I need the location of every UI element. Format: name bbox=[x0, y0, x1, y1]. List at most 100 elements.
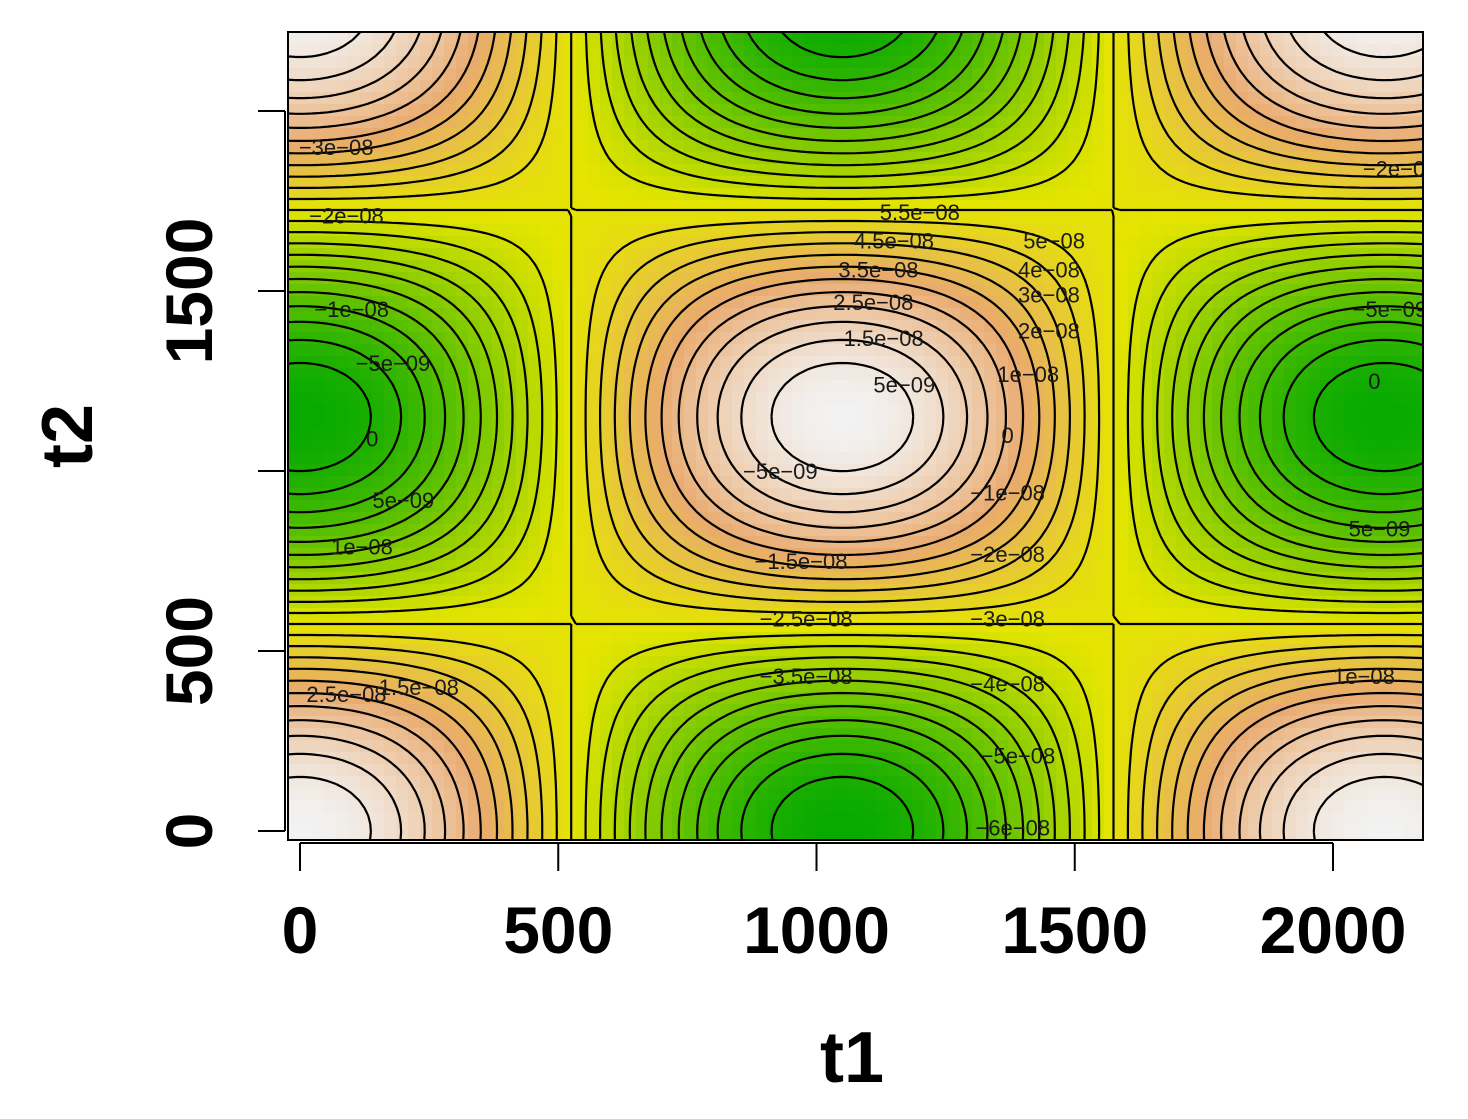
heatmap-cell bbox=[684, 248, 697, 261]
heatmap-cell bbox=[1284, 92, 1297, 105]
heatmap-cell bbox=[540, 260, 553, 273]
heatmap-cell bbox=[828, 212, 841, 225]
heatmap-cell bbox=[864, 536, 877, 549]
heatmap-cell bbox=[1224, 608, 1237, 621]
heatmap-cell bbox=[1128, 32, 1141, 45]
heatmap-cell bbox=[840, 152, 853, 165]
heatmap-cell bbox=[1104, 596, 1117, 609]
heatmap-cell bbox=[288, 608, 301, 621]
heatmap-cell bbox=[828, 68, 841, 81]
heatmap-cell bbox=[648, 536, 661, 549]
heatmap-cell bbox=[1236, 104, 1249, 117]
heatmap-cell bbox=[1392, 140, 1405, 153]
heatmap-cell bbox=[1104, 368, 1117, 381]
heatmap-cell bbox=[864, 32, 877, 45]
heatmap-cell bbox=[1332, 152, 1345, 165]
heatmap-cell bbox=[1320, 224, 1333, 237]
heatmap-cell bbox=[1128, 392, 1141, 405]
heatmap-cell bbox=[336, 608, 349, 621]
heatmap-cell bbox=[348, 632, 361, 645]
heatmap-cell bbox=[1356, 476, 1369, 489]
heatmap-cell bbox=[780, 44, 793, 57]
heatmap-cell bbox=[1104, 512, 1117, 525]
heatmap-cell bbox=[504, 224, 517, 237]
heatmap-cell bbox=[1416, 224, 1423, 237]
heatmap-cell bbox=[636, 248, 649, 261]
heatmap-cell bbox=[720, 56, 733, 69]
heatmap-cell bbox=[600, 224, 613, 237]
heatmap-cell bbox=[1332, 116, 1345, 129]
heatmap-cell bbox=[1368, 452, 1381, 465]
heatmap-cell bbox=[528, 176, 541, 189]
heatmap-cell bbox=[1080, 92, 1093, 105]
heatmap-cell bbox=[348, 56, 361, 69]
heatmap-cell bbox=[876, 152, 889, 165]
heatmap-cell bbox=[996, 248, 1009, 261]
heatmap-cell bbox=[468, 416, 481, 429]
heatmap-cell bbox=[696, 260, 709, 273]
heatmap-cell bbox=[972, 164, 985, 177]
heatmap-cell bbox=[1164, 620, 1177, 633]
heatmap-cell bbox=[912, 104, 925, 117]
heatmap-cell bbox=[528, 224, 541, 237]
heatmap-cell bbox=[912, 620, 925, 633]
heatmap-cell bbox=[420, 548, 433, 561]
heatmap-cell bbox=[576, 296, 589, 309]
heatmap-cell bbox=[1356, 416, 1369, 429]
heatmap-cell bbox=[1272, 476, 1285, 489]
heatmap-cell bbox=[900, 632, 913, 645]
heatmap-cell bbox=[1356, 56, 1369, 69]
heatmap-cell bbox=[648, 560, 661, 573]
heatmap-cell bbox=[324, 452, 337, 465]
heatmap-cell bbox=[324, 56, 337, 69]
heatmap-cell bbox=[576, 68, 589, 81]
heatmap-cell bbox=[300, 116, 313, 129]
heatmap-cell bbox=[708, 68, 721, 81]
heatmap-cell bbox=[348, 296, 361, 309]
heatmap-cell bbox=[984, 68, 997, 81]
heatmap-cell bbox=[1224, 188, 1237, 201]
heatmap-cell bbox=[1104, 392, 1117, 405]
heatmap-cell bbox=[612, 620, 625, 633]
heatmap-cell bbox=[612, 176, 625, 189]
heatmap-cell bbox=[660, 512, 673, 525]
heatmap-cell bbox=[408, 104, 421, 117]
heatmap-cell bbox=[336, 140, 349, 153]
heatmap-cell bbox=[1164, 596, 1177, 609]
heatmap-cell bbox=[1416, 128, 1423, 141]
heatmap-cell bbox=[552, 512, 565, 525]
heatmap-cell bbox=[288, 140, 301, 153]
heatmap-cell bbox=[1368, 176, 1381, 189]
heatmap-cell bbox=[1356, 344, 1369, 357]
heatmap-cell bbox=[1176, 368, 1189, 381]
heatmap-cell bbox=[972, 428, 985, 441]
heatmap-cell bbox=[660, 260, 673, 273]
heatmap-cell bbox=[1224, 416, 1237, 429]
heatmap-cell bbox=[312, 368, 325, 381]
heatmap-cell bbox=[1200, 584, 1213, 597]
heatmap-cell bbox=[1404, 188, 1417, 201]
heatmap-cell bbox=[540, 176, 553, 189]
heatmap-cell bbox=[336, 260, 349, 273]
heatmap-cell bbox=[396, 296, 409, 309]
heatmap-cell bbox=[1008, 392, 1021, 405]
heatmap-cell bbox=[300, 368, 313, 381]
heatmap-cell bbox=[588, 224, 601, 237]
heatmap-cell bbox=[936, 212, 949, 225]
heatmap-cell bbox=[384, 164, 397, 177]
heatmap-cell bbox=[1032, 164, 1045, 177]
heatmap-cell bbox=[852, 56, 865, 69]
heatmap-cell bbox=[948, 224, 961, 237]
heatmap-cell bbox=[1188, 68, 1201, 81]
heatmap-cell bbox=[924, 428, 937, 441]
heatmap-cell bbox=[1308, 620, 1321, 633]
heatmap-cell bbox=[852, 380, 865, 393]
heatmap-cell bbox=[1092, 116, 1105, 129]
heatmap-cell bbox=[636, 32, 649, 45]
heatmap-cell bbox=[300, 140, 313, 153]
heatmap-cell bbox=[840, 32, 853, 45]
heatmap-cell bbox=[468, 260, 481, 273]
heatmap-cell bbox=[1008, 212, 1021, 225]
heatmap-cell bbox=[1236, 176, 1249, 189]
heatmap-cell bbox=[1380, 380, 1393, 393]
